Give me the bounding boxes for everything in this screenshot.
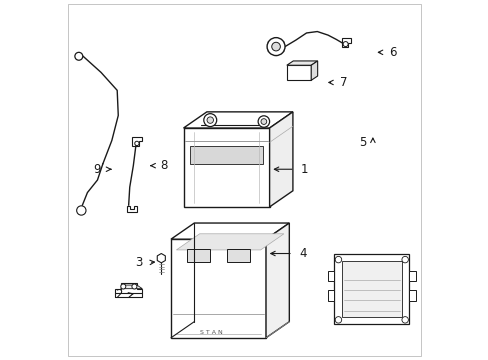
Circle shape <box>75 52 82 60</box>
Bar <box>333 254 408 324</box>
Polygon shape <box>408 290 415 301</box>
Circle shape <box>203 114 216 127</box>
Polygon shape <box>408 271 415 281</box>
Text: 1: 1 <box>301 163 308 176</box>
Text: S T A N: S T A N <box>199 330 222 335</box>
Polygon shape <box>327 290 333 301</box>
Polygon shape <box>121 285 142 289</box>
Polygon shape <box>341 39 350 46</box>
Circle shape <box>77 206 86 215</box>
Polygon shape <box>157 253 165 263</box>
Polygon shape <box>127 206 136 212</box>
Circle shape <box>258 116 269 127</box>
Circle shape <box>271 42 280 51</box>
Polygon shape <box>171 239 265 338</box>
Bar <box>226 249 249 262</box>
Circle shape <box>135 141 139 145</box>
Circle shape <box>401 317 407 323</box>
Polygon shape <box>265 223 289 338</box>
Polygon shape <box>115 283 142 293</box>
Circle shape <box>335 317 341 323</box>
Polygon shape <box>183 112 292 128</box>
Text: 9: 9 <box>93 163 101 176</box>
Bar <box>187 249 210 262</box>
Text: 8: 8 <box>160 159 167 172</box>
Circle shape <box>335 256 341 263</box>
Polygon shape <box>132 137 142 146</box>
Polygon shape <box>269 112 292 207</box>
Circle shape <box>261 119 266 125</box>
Circle shape <box>132 284 137 289</box>
Text: 4: 4 <box>299 247 306 260</box>
Polygon shape <box>327 271 333 281</box>
Polygon shape <box>171 223 289 239</box>
Text: 7: 7 <box>339 76 346 89</box>
Circle shape <box>266 38 285 55</box>
Polygon shape <box>286 65 310 80</box>
Text: 3: 3 <box>135 256 142 269</box>
Polygon shape <box>268 38 283 55</box>
Circle shape <box>206 117 213 123</box>
Text: 5: 5 <box>358 136 366 149</box>
Text: 6: 6 <box>388 46 396 59</box>
Polygon shape <box>176 234 284 250</box>
Polygon shape <box>183 128 269 207</box>
Bar <box>190 146 263 163</box>
Polygon shape <box>286 61 317 65</box>
Circle shape <box>121 284 125 289</box>
Polygon shape <box>310 61 317 80</box>
Bar <box>341 261 401 317</box>
Circle shape <box>343 41 347 46</box>
Circle shape <box>401 256 407 263</box>
Text: 2: 2 <box>115 288 122 301</box>
